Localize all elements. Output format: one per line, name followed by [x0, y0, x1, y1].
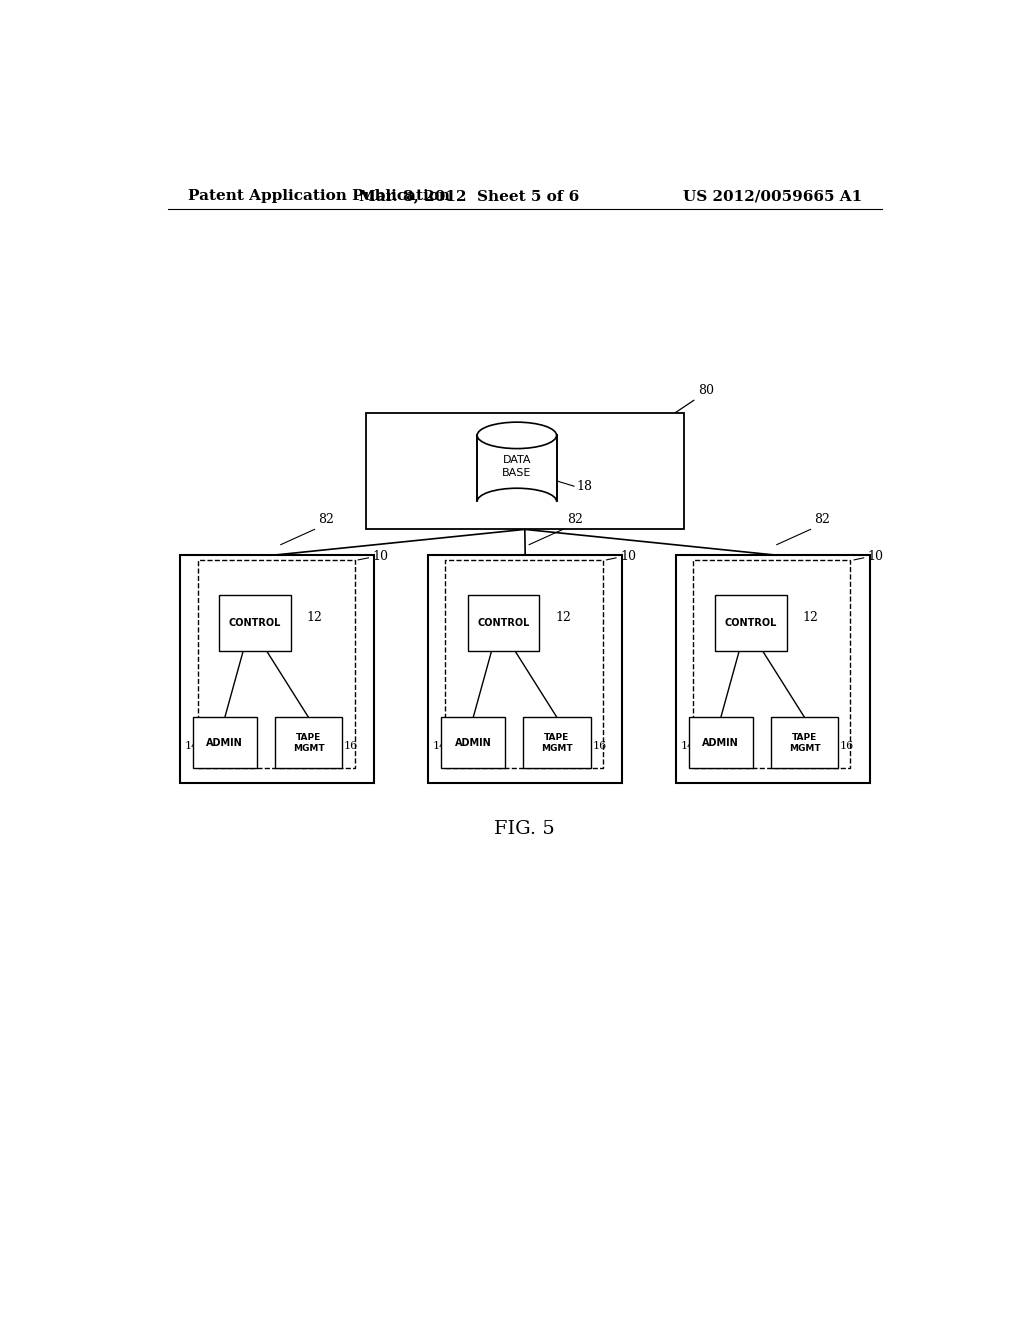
- Text: Patent Application Publication: Patent Application Publication: [187, 189, 450, 203]
- Text: TAPE
MGMT: TAPE MGMT: [788, 733, 820, 752]
- Bar: [771, 718, 839, 768]
- Text: 12: 12: [306, 611, 323, 624]
- Text: US 2012/0059665 A1: US 2012/0059665 A1: [683, 189, 862, 203]
- Text: 18: 18: [577, 479, 592, 492]
- Text: TAPE
MGMT: TAPE MGMT: [293, 733, 325, 752]
- Bar: [198, 560, 355, 768]
- Ellipse shape: [477, 422, 557, 449]
- Text: DATA
BASE: DATA BASE: [502, 455, 531, 478]
- Text: 12: 12: [555, 611, 570, 624]
- Bar: [441, 718, 505, 768]
- Text: 80: 80: [697, 384, 714, 397]
- Text: 14: 14: [185, 741, 200, 751]
- Text: 14: 14: [680, 741, 694, 751]
- Text: 16: 16: [840, 741, 854, 751]
- Text: 10: 10: [867, 550, 884, 562]
- Bar: [445, 560, 602, 768]
- Bar: [468, 595, 539, 651]
- Text: 10: 10: [373, 550, 388, 562]
- Text: 82: 82: [318, 513, 335, 527]
- Text: 14: 14: [433, 741, 447, 751]
- Text: CONTROL: CONTROL: [228, 618, 282, 628]
- Text: 12: 12: [803, 611, 818, 624]
- Text: FIG. 5: FIG. 5: [495, 820, 555, 838]
- Bar: [477, 436, 557, 502]
- Bar: [367, 413, 684, 529]
- Bar: [715, 595, 786, 651]
- Text: 16: 16: [344, 741, 358, 751]
- Text: CONTROL: CONTROL: [725, 618, 777, 628]
- Bar: [219, 595, 291, 651]
- Bar: [676, 554, 870, 784]
- Text: ADMIN: ADMIN: [702, 738, 739, 748]
- Bar: [274, 718, 342, 768]
- Bar: [689, 718, 753, 768]
- Text: CONTROL: CONTROL: [477, 618, 529, 628]
- Text: 82: 82: [814, 513, 830, 527]
- Bar: [523, 718, 591, 768]
- Bar: [428, 554, 623, 784]
- Text: 82: 82: [567, 513, 583, 527]
- Text: ADMIN: ADMIN: [207, 738, 243, 748]
- Bar: [693, 560, 850, 768]
- Text: 10: 10: [620, 550, 636, 562]
- Text: Mar. 8, 2012  Sheet 5 of 6: Mar. 8, 2012 Sheet 5 of 6: [359, 189, 580, 203]
- Text: TAPE
MGMT: TAPE MGMT: [541, 733, 572, 752]
- Bar: [179, 554, 374, 784]
- Text: 16: 16: [592, 741, 606, 751]
- Text: ADMIN: ADMIN: [455, 738, 492, 748]
- Bar: [194, 718, 257, 768]
